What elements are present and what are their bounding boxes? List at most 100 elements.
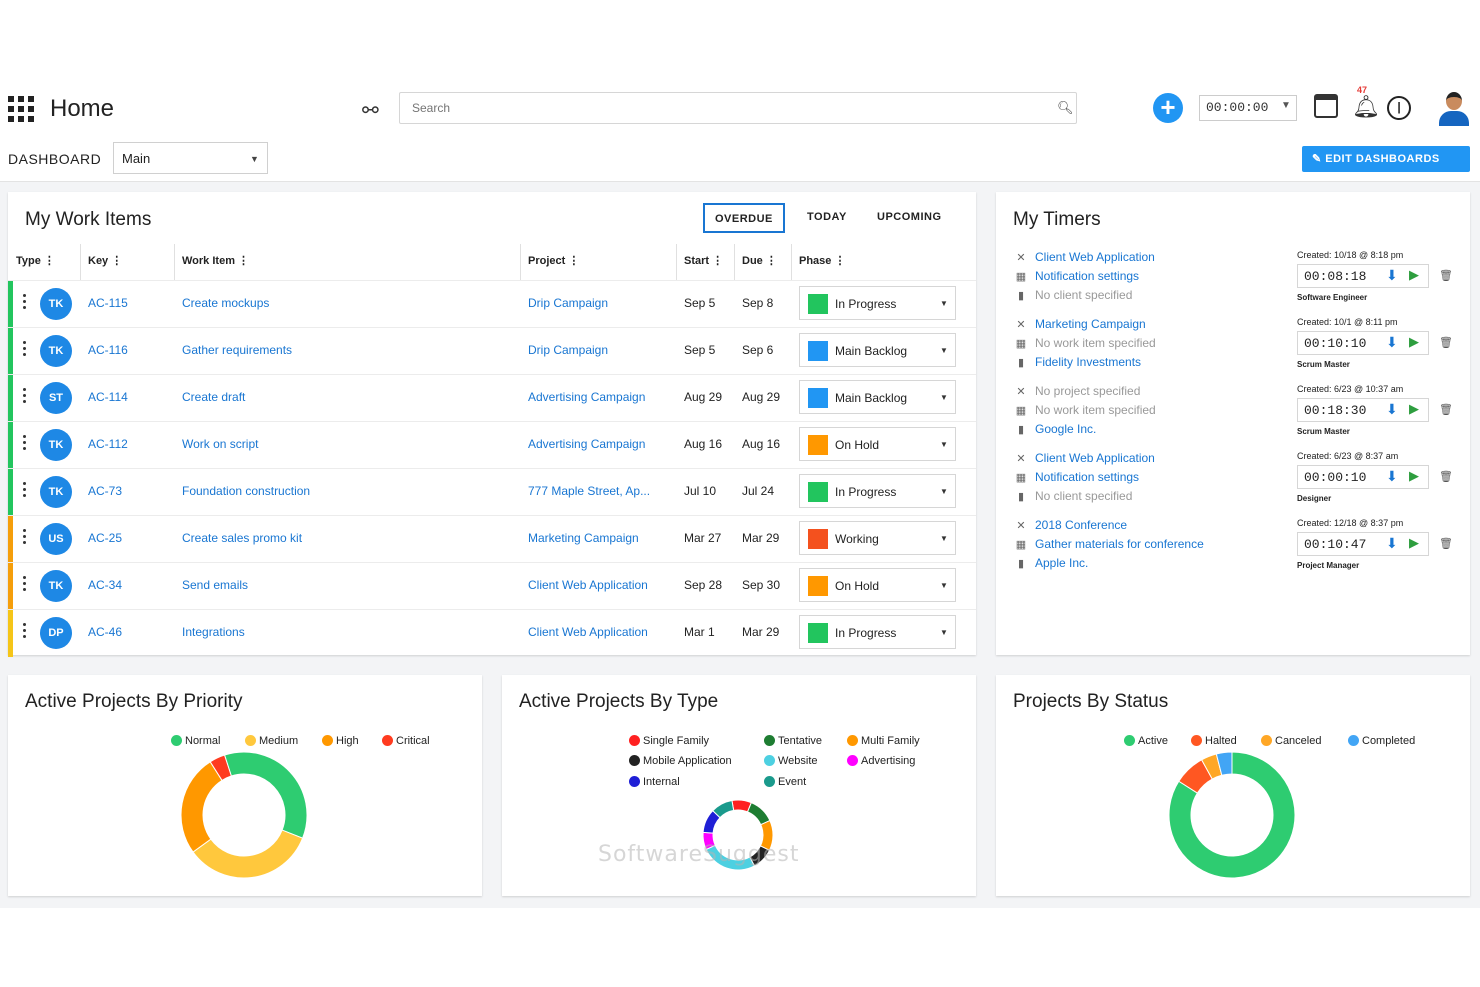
assignee-avatar[interactable]: ST (40, 382, 72, 414)
download-icon[interactable]: ⬇ (1386, 334, 1398, 350)
donut-slice-active[interactable] (1168, 751, 1296, 879)
column-header-key[interactable]: Key ⋮ (88, 255, 123, 267)
work-item-key[interactable]: AC-34 (88, 578, 123, 592)
timer-project[interactable]: ✕ 2018 Conference (1015, 518, 1127, 532)
trash-icon[interactable]: 🗑︎ (1439, 471, 1453, 483)
project-link[interactable]: Advertising Campaign (528, 390, 646, 404)
more-options-icon[interactable] (23, 623, 27, 641)
legend-item[interactable]: Tentative (764, 735, 822, 747)
table-row[interactable]: TK AC-34 Send emails Client Web Application… (8, 562, 976, 610)
phase-select[interactable]: In Progress ▼ (799, 615, 956, 649)
legend-item[interactable]: Internal (629, 776, 680, 788)
work-item-key[interactable]: AC-114 (88, 390, 128, 404)
work-item-name[interactable]: Gather requirements (182, 343, 293, 357)
timer-project[interactable]: ✕ Client Web Application (1015, 451, 1154, 465)
work-item-key[interactable]: AC-112 (88, 437, 128, 451)
play-icon[interactable]: ▶ (1409, 334, 1419, 349)
project-link[interactable]: Advertising Campaign (528, 437, 646, 451)
legend-item[interactable]: Single Family (629, 735, 709, 747)
legend-item[interactable]: Completed (1348, 735, 1415, 747)
column-header-type[interactable]: Type ⋮ (16, 255, 55, 267)
download-icon[interactable]: ⬇ (1386, 267, 1398, 283)
download-icon[interactable]: ⬇ (1386, 535, 1398, 551)
phase-select[interactable]: Working ▼ (799, 521, 956, 555)
column-header-work-item[interactable]: Work Item ⋮ (182, 255, 250, 267)
play-icon[interactable]: ▶ (1409, 535, 1419, 550)
assignee-avatar[interactable]: TK (40, 335, 72, 367)
more-options-icon[interactable] (23, 388, 27, 406)
bell-icon[interactable]: 🔔︎ (1352, 94, 1380, 119)
work-item-key[interactable]: AC-46 (88, 625, 123, 639)
download-icon[interactable]: ⬇ (1386, 401, 1398, 417)
assignee-avatar[interactable]: DP (40, 617, 72, 649)
timer-client[interactable]: ▮ Apple Inc. (1015, 556, 1088, 570)
power-icon[interactable]: | (1387, 96, 1411, 120)
chevron-down-icon[interactable]: ▼ (250, 154, 259, 164)
tab-upcoming[interactable]: UPCOMING (877, 211, 942, 223)
work-item-key[interactable]: AC-25 (88, 531, 123, 545)
timer-project[interactable]: ✕ Marketing Campaign (1015, 317, 1145, 331)
more-options-icon[interactable] (23, 341, 27, 359)
table-row[interactable]: TK AC-112 Work on script Advertising Campai… (8, 421, 976, 469)
timer-control[interactable]: 00:18:30 ⬇ ▶ (1297, 398, 1429, 422)
donut-slice-normal[interactable] (223, 751, 308, 839)
phase-select[interactable]: On Hold ▼ (799, 427, 956, 461)
tab-overdue[interactable]: OVERDUE (703, 203, 785, 233)
work-item-key[interactable]: AC-116 (88, 343, 128, 357)
timer-work-item[interactable]: ▦ Notification settings (1015, 470, 1139, 484)
timer-client[interactable]: ▮ Fidelity Investments (1015, 355, 1141, 369)
play-icon[interactable]: ▶ (1409, 267, 1419, 282)
timer-project[interactable]: ✕ Client Web Application (1015, 250, 1154, 264)
table-row[interactable]: DP AC-46 Integrations Client Web Applicatio… (8, 609, 976, 657)
user-avatar[interactable] (1437, 90, 1471, 126)
chevron-down-icon[interactable]: ▼ (940, 628, 948, 637)
edit-dashboards-button[interactable]: ✎ EDIT DASHBOARDS (1302, 146, 1470, 172)
timer-work-item[interactable]: ▦ Gather materials for conference (1015, 537, 1204, 551)
more-options-icon[interactable] (23, 435, 27, 453)
chevron-down-icon[interactable]: ▼ (940, 440, 948, 449)
donut-slice-event[interactable] (712, 799, 735, 819)
table-row[interactable]: TK AC-116 Gather requirements Drip Campaign… (8, 327, 976, 375)
legend-item[interactable]: Medium (245, 735, 298, 747)
download-icon[interactable]: ⬇ (1386, 468, 1398, 484)
legend-item[interactable]: Normal (171, 735, 220, 747)
project-link[interactable]: 777 Maple Street, Ap... (528, 484, 651, 498)
column-header-project[interactable]: Project ⋮ (528, 255, 580, 267)
work-item-name[interactable]: Create sales promo kit (182, 531, 303, 545)
work-item-name[interactable]: Send emails (182, 578, 249, 592)
donut-slice-tentative[interactable] (746, 801, 771, 826)
trash-icon[interactable]: 🗑︎ (1439, 538, 1453, 550)
timer-control[interactable]: 00:08:18 ⬇ ▶ (1297, 264, 1429, 288)
tab-today[interactable]: TODAY (807, 211, 847, 223)
work-item-key[interactable]: AC-73 (88, 484, 123, 498)
legend-item[interactable]: Critical (382, 735, 430, 747)
chevron-down-icon[interactable]: ▼ (940, 346, 948, 355)
assignee-avatar[interactable]: TK (40, 288, 72, 320)
project-link[interactable]: Marketing Campaign (528, 531, 639, 545)
legend-item[interactable]: Event (764, 776, 806, 788)
assignee-avatar[interactable]: TK (40, 476, 72, 508)
assignee-avatar[interactable]: TK (40, 429, 72, 461)
link-icon[interactable]: ⚯ (362, 100, 379, 122)
project-link[interactable]: Drip Campaign (528, 296, 609, 310)
more-options-icon[interactable] (23, 482, 27, 500)
donut-slice-high[interactable] (180, 761, 223, 853)
legend-item[interactable]: Advertising (847, 755, 915, 767)
trash-icon[interactable]: 🗑︎ (1439, 404, 1453, 416)
phase-select[interactable]: In Progress ▼ (799, 286, 956, 320)
table-row[interactable]: US AC-25 Create sales promo kit Marketing C… (8, 515, 976, 563)
work-item-key[interactable]: AC-115 (88, 296, 128, 310)
play-icon[interactable]: ▶ (1409, 468, 1419, 483)
phase-select[interactable]: Main Backlog ▼ (799, 380, 956, 414)
chevron-down-icon[interactable]: ▼ (1281, 100, 1291, 111)
chevron-down-icon[interactable]: ▼ (940, 299, 948, 308)
legend-item[interactable]: Mobile Application (629, 755, 732, 767)
work-item-name[interactable]: Create mockups (182, 296, 270, 310)
search-icon[interactable]: 🔍︎ (1057, 100, 1074, 115)
timer-control[interactable]: 00:00:10 ⬇ ▶ (1297, 465, 1429, 489)
project-link[interactable]: Client Web Application (528, 625, 648, 639)
project-link[interactable]: Drip Campaign (528, 343, 609, 357)
donut-slice-completed[interactable] (1215, 751, 1233, 776)
legend-item[interactable]: Website (764, 755, 818, 767)
legend-item[interactable]: Canceled (1261, 735, 1321, 747)
